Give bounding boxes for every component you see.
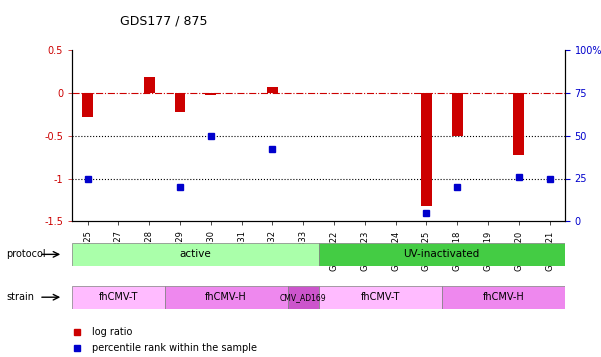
Bar [267,87,278,93]
Text: active: active [180,249,211,260]
FancyBboxPatch shape [442,286,565,309]
Bar [206,93,216,95]
FancyBboxPatch shape [165,286,288,309]
Text: protocol: protocol [6,249,46,260]
Bar [144,77,154,93]
Text: fhCMV-T: fhCMV-T [361,292,400,302]
Text: UV-inactivated: UV-inactivated [404,249,480,260]
Bar [513,93,524,155]
Bar [174,93,185,112]
FancyBboxPatch shape [72,286,165,309]
FancyBboxPatch shape [319,286,442,309]
FancyBboxPatch shape [288,286,319,309]
Text: fhCMV-H: fhCMV-H [206,292,247,302]
Text: log ratio: log ratio [92,327,132,337]
FancyBboxPatch shape [319,243,565,266]
Bar [452,93,463,136]
FancyBboxPatch shape [72,243,319,266]
Bar [82,93,93,117]
Text: CMV_AD169: CMV_AD169 [280,293,326,302]
Text: GDS177 / 875: GDS177 / 875 [120,14,208,27]
Bar [421,93,432,206]
Text: percentile rank within the sample: percentile rank within the sample [92,343,257,353]
Text: strain: strain [6,292,34,302]
Text: fhCMV-H: fhCMV-H [483,292,524,302]
Text: fhCMV-T: fhCMV-T [99,292,138,302]
